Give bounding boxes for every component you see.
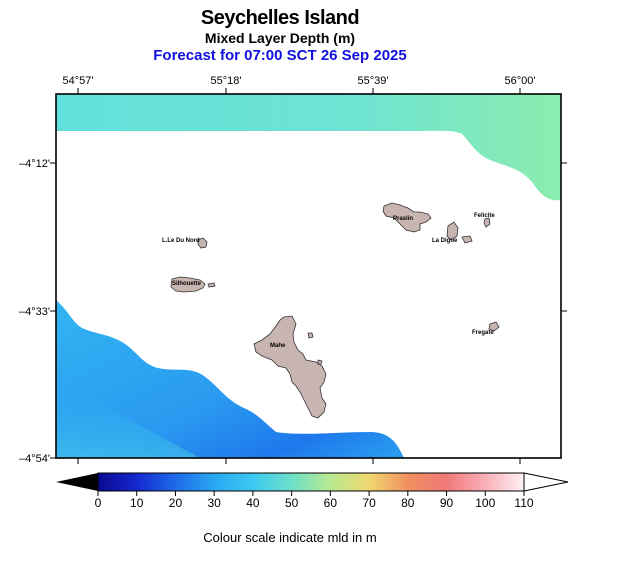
colorbar-tick-label: 0 bbox=[95, 496, 102, 510]
colorbar-max-arrow bbox=[523, 472, 569, 492]
praslin-island bbox=[382, 202, 432, 233]
map-frame bbox=[55, 93, 562, 459]
colorbar-tick-label: 20 bbox=[169, 496, 183, 510]
forecast-time: Forecast for 07:00 SCT 26 Sep 2025 bbox=[153, 47, 407, 64]
fregate-island bbox=[488, 321, 500, 332]
colorbar-tick-label: 110 bbox=[514, 496, 533, 510]
colorbar: 0 10 20 30 40 50 60 70 80 90 100 110 bbox=[56, 472, 569, 510]
mld-field-south bbox=[56, 300, 404, 458]
label-la-digue: La Digue bbox=[432, 238, 458, 244]
north-island bbox=[197, 237, 208, 249]
colorbar-tick-label: 60 bbox=[324, 496, 338, 510]
colorbar-tick-label: 100 bbox=[475, 496, 495, 510]
colorbar-min-arrow bbox=[56, 473, 98, 491]
colorbar-tick-label: 40 bbox=[246, 496, 260, 510]
lon-tick-3: 55°39' bbox=[358, 75, 389, 87]
islands bbox=[170, 202, 500, 419]
lat-tick-2: –4°33' bbox=[19, 306, 50, 318]
lon-tick-1: 54°57' bbox=[63, 75, 94, 87]
colorbar-tick-label: 10 bbox=[130, 496, 144, 510]
map-subtitle: Mixed Layer Depth (m) bbox=[204, 30, 356, 46]
colorbar-gradient bbox=[97, 472, 525, 492]
label-mahe: Mahe bbox=[270, 343, 286, 349]
colorbar-tick-label: 80 bbox=[401, 496, 415, 510]
mahe-island bbox=[253, 315, 327, 419]
lat-tick-3: –4°54' bbox=[19, 453, 50, 465]
colorbar-tick-label: 50 bbox=[285, 496, 299, 510]
colorbar-tick-label: 70 bbox=[362, 496, 376, 510]
axis-ticks bbox=[50, 88, 567, 464]
la-digue-island bbox=[446, 221, 459, 241]
mld-field-north bbox=[56, 94, 561, 201]
label-fregate: Fregate bbox=[472, 330, 494, 336]
felicite-island bbox=[483, 217, 491, 228]
colorbar-tick-label: 30 bbox=[208, 496, 222, 510]
silhouette-island bbox=[170, 276, 206, 293]
map-title: Seychelles Island bbox=[200, 7, 360, 29]
colorbar-tick-label: 90 bbox=[440, 496, 454, 510]
lon-tick-4: 56°00' bbox=[505, 75, 536, 87]
label-lile-du-nord: L.Le Du Nord bbox=[162, 238, 200, 244]
label-praslin: Praslin bbox=[393, 216, 413, 222]
lon-tick-2: 55°18' bbox=[211, 75, 242, 87]
label-felicite: Felicite bbox=[474, 213, 495, 219]
label-silhouette: Silhouette bbox=[172, 281, 202, 287]
colorbar-caption: Colour scale indicate mld in m bbox=[203, 530, 377, 545]
lat-tick-1: –4°12' bbox=[19, 158, 50, 170]
